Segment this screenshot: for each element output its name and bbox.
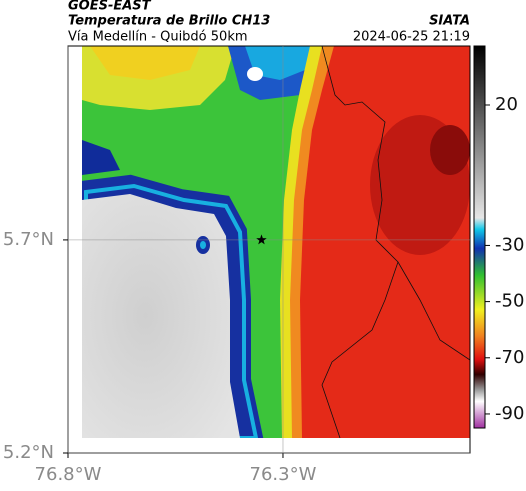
satellite-image xyxy=(82,46,470,438)
subtitle: Vía Medellín - Quibdó 50km xyxy=(68,30,248,45)
source: GOES-EAST xyxy=(68,0,152,14)
colorbar-tick-label: -50 xyxy=(495,291,524,312)
colorbar-tick-label: -90 xyxy=(495,403,524,424)
x-tick-label: 76.3°W xyxy=(250,464,317,485)
title: Temperatura de Brillo CH13 xyxy=(68,14,270,29)
location-marker xyxy=(256,234,267,245)
x-tick-label: 76.8°W xyxy=(35,464,102,485)
colorbar-tick-label: 20 xyxy=(495,94,518,115)
colorbar xyxy=(473,45,486,429)
agency: SIATA xyxy=(429,14,470,29)
y-tick-label: 5.2°N xyxy=(3,442,54,463)
datetime: 2024-06-25 21:19 xyxy=(353,30,470,45)
colorbar-tick-label: -70 xyxy=(495,347,524,368)
colorbar-tick-label: -30 xyxy=(495,234,524,255)
y-tick-label: 5.7°N xyxy=(3,229,54,250)
